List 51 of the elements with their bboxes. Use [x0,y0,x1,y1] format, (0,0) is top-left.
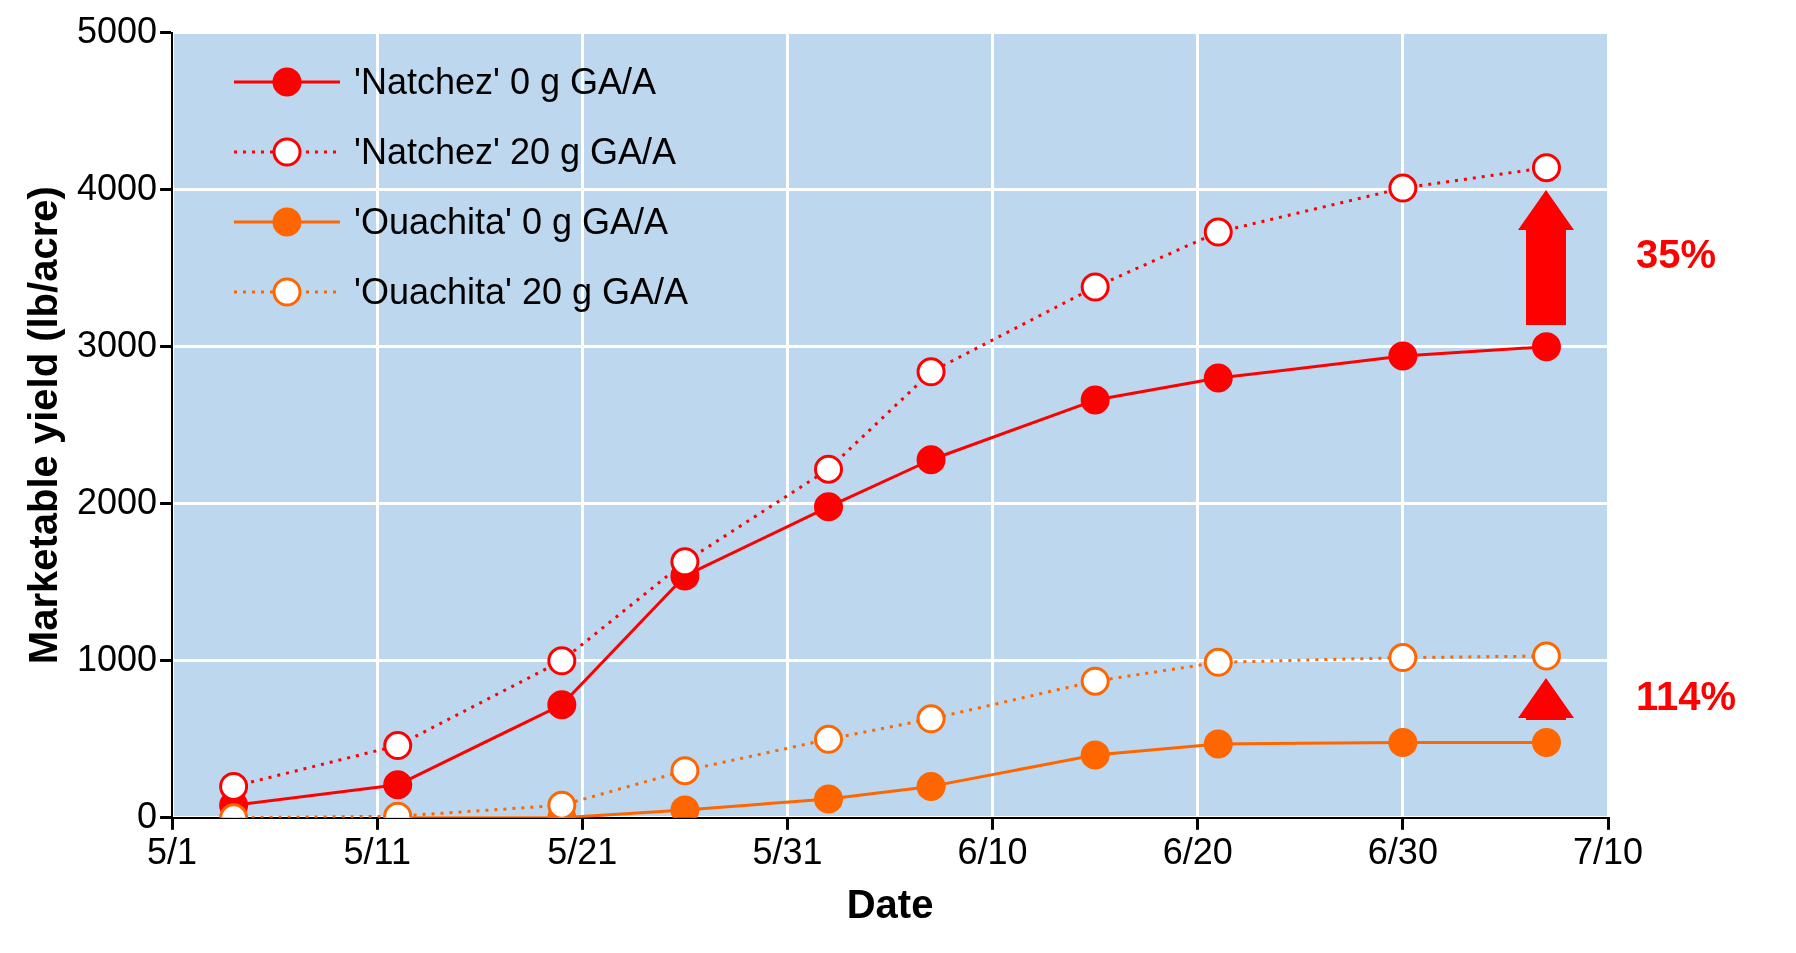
x-tick-label: 6/10 [957,831,1028,873]
point [1080,272,1110,302]
point [1531,153,1561,183]
point [1203,729,1233,759]
point [547,690,577,720]
point [219,771,249,801]
point [1080,666,1110,696]
legend-label: 'Natchez' 20 g GA/A [354,130,676,173]
y-tick-label: 4000 [76,166,158,208]
y-axis-title: Marketable yield (lb/acre) [21,186,66,665]
text: 114% [1636,674,1737,719]
point [916,357,946,387]
legend-label: 'Ouachita' 20 g GA/A [354,270,689,313]
point [1203,217,1233,247]
x-tick-label: 5/31 [752,831,823,873]
point [1080,740,1110,770]
x-tick-label: 5/11 [343,831,411,873]
point [1388,727,1418,757]
legend-label: 'Ouachita' 0 g GA/A [354,200,668,243]
point [1203,363,1233,393]
point [1203,647,1233,677]
point [670,756,700,786]
point [916,704,946,734]
text: 35% [1636,232,1717,277]
x-tick-label: 5/21 [547,831,618,873]
point [916,445,946,475]
x-tick-label: 6/30 [1367,831,1438,873]
point [1080,385,1110,415]
point [1531,641,1561,671]
x-tick-label: 6/20 [1162,831,1233,873]
point [814,784,843,814]
point [1388,341,1418,371]
y-tick-label: 5000 [76,9,158,51]
point [670,547,700,577]
x-tick-label: 7/10 [1572,831,1644,873]
point [814,492,843,522]
point [1531,332,1561,362]
point [814,724,843,754]
legend-label: 'Natchez' 0 g GA/A [354,60,656,103]
point [1388,643,1418,673]
point [383,770,413,800]
x-axis-title: Date [846,882,934,927]
point [916,771,946,801]
y-tick-label: 2000 [76,480,158,522]
point [383,731,413,761]
point [814,454,843,484]
point [1388,173,1418,203]
point [547,646,577,676]
point [1531,727,1561,757]
y-tick-label: 1000 [76,637,158,679]
y-tick-label: 3000 [76,323,158,365]
